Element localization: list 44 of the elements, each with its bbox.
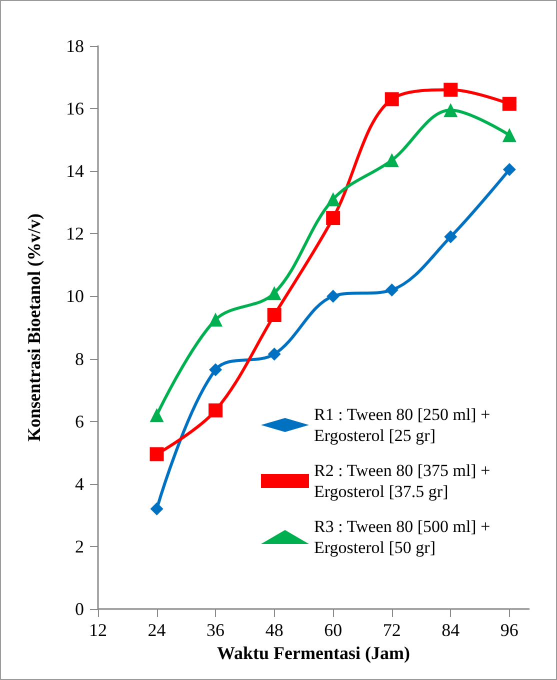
x-tick-label: 72 — [382, 620, 401, 640]
x-tick-label: 48 — [265, 620, 284, 640]
y-tick-label: 12 — [66, 224, 84, 244]
y-tick-label: 18 — [66, 36, 84, 56]
y-tick-label: 4 — [75, 474, 84, 494]
point — [150, 502, 164, 516]
x-axis-title: Waktu Fermentasi (Jam) — [217, 643, 410, 663]
legend-label: R2 : Tween 80 [375 ml] + Ergosterol [37.5 gr] — [314, 461, 494, 501]
x-tick-label: 24 — [148, 620, 166, 640]
point — [150, 408, 164, 422]
y-axis-title: Konsentrasi Bioetanol (%v/v) — [24, 213, 44, 442]
legend-label: R1 : Tween 80 [250 ml] + Ergosterol [25 gr] — [314, 405, 494, 445]
y-tick-label: 6 — [75, 411, 84, 432]
point — [384, 92, 399, 106]
y-tick-label: 14 — [66, 161, 84, 182]
point — [326, 192, 340, 206]
x-tick-label: 12 — [89, 620, 107, 640]
x-tick-label: 84 — [442, 620, 460, 640]
point — [208, 312, 223, 327]
point — [502, 128, 516, 142]
legend-label: R3 : Tween 80 [500 ml] + Ergosterol [50 gr] — [314, 517, 494, 557]
point — [267, 308, 282, 322]
point — [444, 103, 458, 118]
point — [385, 283, 398, 296]
y-tick-label: 16 — [66, 98, 84, 119]
y-tick-label: 0 — [75, 599, 84, 619]
point — [502, 163, 516, 176]
point — [444, 82, 458, 97]
point — [267, 286, 282, 300]
y-tick-label: 8 — [75, 348, 84, 369]
x-tick-label: 60 — [324, 620, 342, 640]
point — [326, 211, 340, 226]
point — [208, 403, 223, 418]
y-tick-label: 10 — [66, 286, 84, 306]
y-tick-label: 2 — [75, 536, 84, 556]
x-tick-label: 96 — [500, 620, 518, 640]
point — [268, 348, 281, 361]
point — [444, 230, 458, 244]
point — [384, 153, 399, 168]
point — [150, 447, 164, 462]
point — [502, 96, 516, 111]
point — [209, 363, 222, 376]
point — [326, 290, 340, 303]
x-tick-label: 36 — [206, 620, 225, 640]
